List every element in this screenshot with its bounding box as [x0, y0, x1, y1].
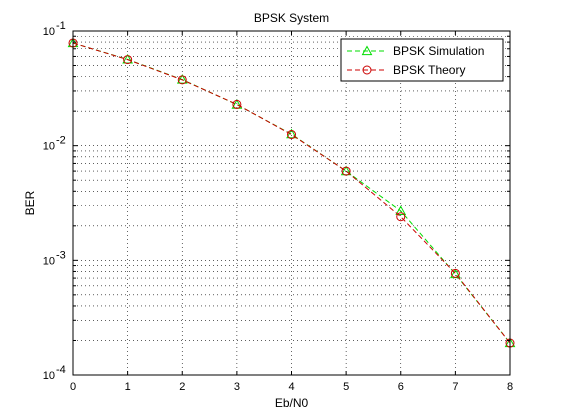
legend-marker	[362, 65, 372, 75]
y-tick-exponent: -1	[56, 20, 66, 32]
simulation-point	[395, 205, 407, 215]
x-tick-label: 7	[452, 381, 458, 393]
x-tick-label: 4	[288, 381, 294, 393]
theory-point	[177, 75, 187, 85]
legend-entry-theory: BPSK Theory	[347, 63, 465, 77]
axis-ticks: 0 1 2 3 4 5 6 7 810-110-210-310-4	[43, 20, 513, 393]
x-tick-label: 6	[398, 381, 404, 393]
y-tick-label: 10	[43, 26, 55, 38]
theory-point	[341, 166, 351, 176]
simulation-point	[122, 53, 133, 64]
y-tick-label: 10	[43, 255, 55, 267]
theory-point	[450, 268, 460, 278]
theory-point	[232, 99, 242, 109]
y-tick-exponent: -3	[56, 249, 66, 261]
x-tick-label: 5	[343, 381, 349, 393]
series-line	[72, 42, 511, 344]
legend-entry-simulation: BPSK Simulation	[347, 44, 484, 58]
x-tick-label: 8	[507, 381, 513, 393]
x-tick-label: 2	[179, 381, 185, 393]
legend: BPSK Simulation BPSK Theory	[340, 38, 504, 82]
theory-point	[396, 212, 406, 222]
x-tick-label: 0	[70, 381, 76, 393]
theory-point	[287, 130, 296, 140]
y-tick-label: 10	[43, 141, 55, 153]
chart-title: BPSK System	[254, 11, 329, 25]
y-tick-label: 10	[43, 370, 55, 382]
x-axis-label: Eb/N0	[275, 396, 309, 410]
y-tick-exponent: -4	[56, 364, 66, 376]
x-tick-label: 1	[125, 381, 131, 393]
y-tick-exponent: -2	[56, 135, 66, 147]
x-tick-label: 3	[234, 381, 240, 393]
legend-marker	[361, 45, 373, 56]
theory-point	[123, 55, 133, 65]
series-layer	[67, 37, 516, 348]
legend-label: BPSK Simulation	[393, 44, 484, 58]
y-axis-label: BER	[23, 190, 37, 215]
legend-label: BPSK Theory	[393, 63, 465, 77]
